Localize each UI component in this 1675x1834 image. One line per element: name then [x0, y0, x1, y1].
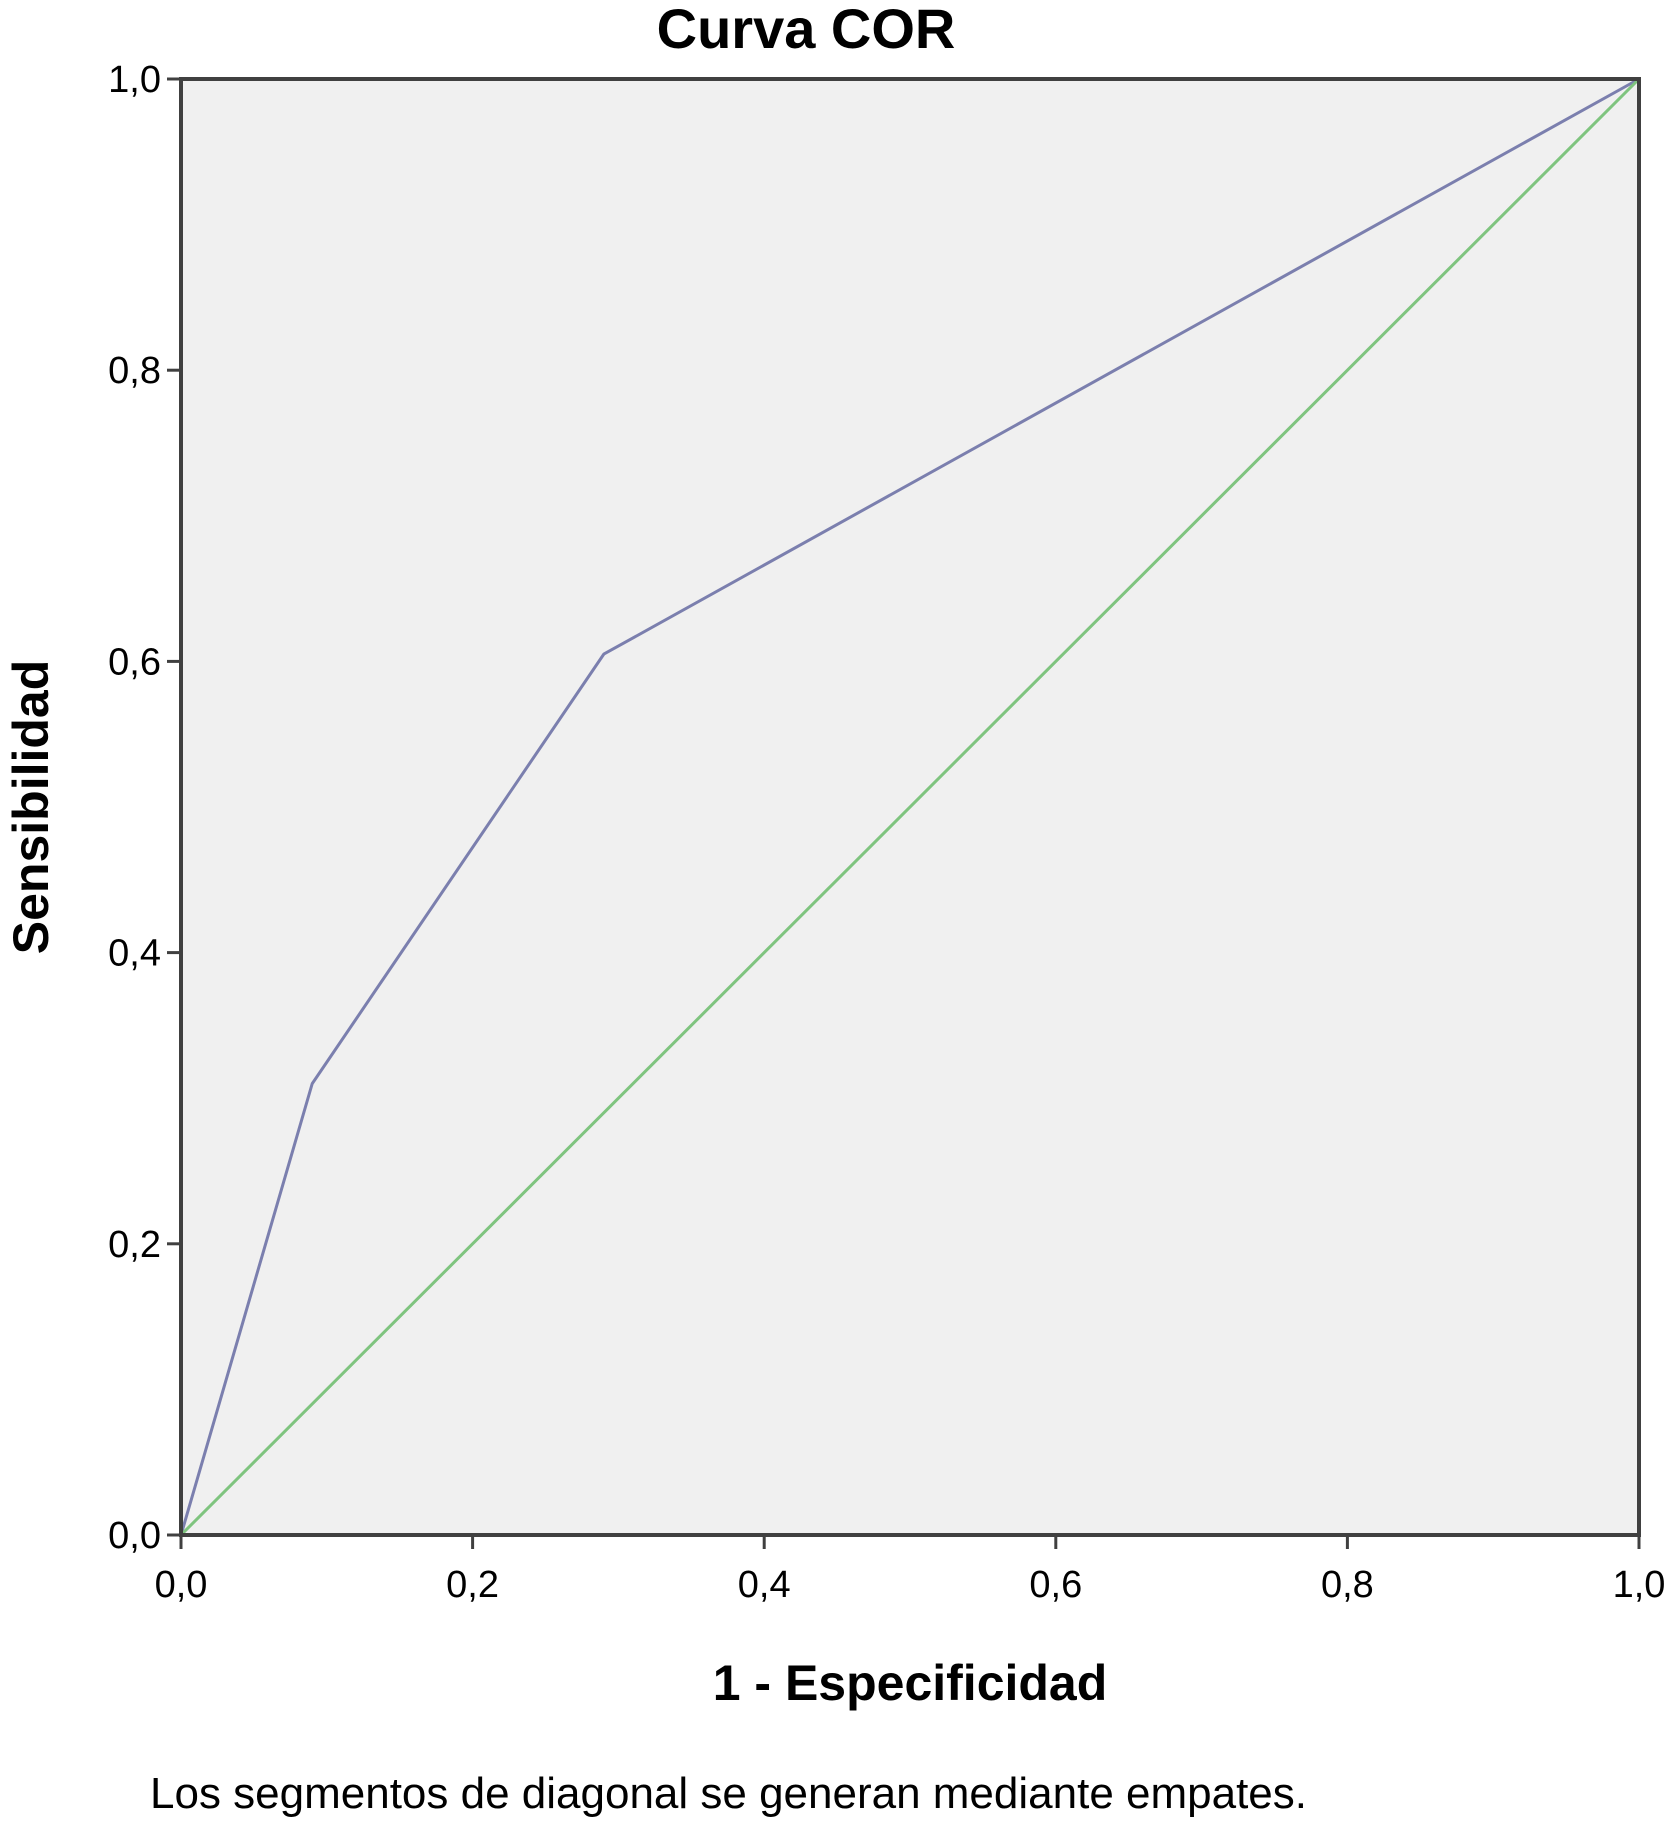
- y-tick-label: 1,0: [108, 59, 161, 101]
- series-line-1: [179, 77, 1641, 1537]
- x-tick-label: 0,0: [155, 1564, 208, 1606]
- x-axis-title: 1 - Especificidad: [713, 1655, 1108, 1711]
- x-axis: 0,0 0,2 0,4 0,6 0,8 1,0: [155, 1535, 1666, 1606]
- series-layer: [179, 77, 1641, 1537]
- y-tick-label: 0,4: [108, 933, 161, 975]
- x-tick-label: 0,8: [1321, 1564, 1374, 1606]
- x-tick-label: 0,2: [446, 1564, 499, 1606]
- y-axis-title: Sensibilidad: [3, 660, 59, 955]
- y-axis: 0,0 0,2 0,4 0,6 0,8 1,0: [108, 59, 181, 1557]
- series-line-0: [179, 77, 1640, 1536]
- x-tick-label: 0,6: [1029, 1564, 1082, 1606]
- footnote: Los segmentos de diagonal se generan med…: [150, 1769, 1307, 1818]
- y-tick-label: 0,8: [108, 350, 161, 392]
- y-tick-label: 0,2: [108, 1224, 161, 1266]
- chart-title: Curva COR: [657, 0, 956, 60]
- plot-frame: [179, 77, 1641, 1537]
- x-tick-label: 0,4: [738, 1564, 791, 1606]
- x-tick-label: 1,0: [1613, 1564, 1666, 1606]
- y-tick-label: 0,0: [108, 1515, 161, 1557]
- y-tick-label: 0,6: [108, 641, 161, 683]
